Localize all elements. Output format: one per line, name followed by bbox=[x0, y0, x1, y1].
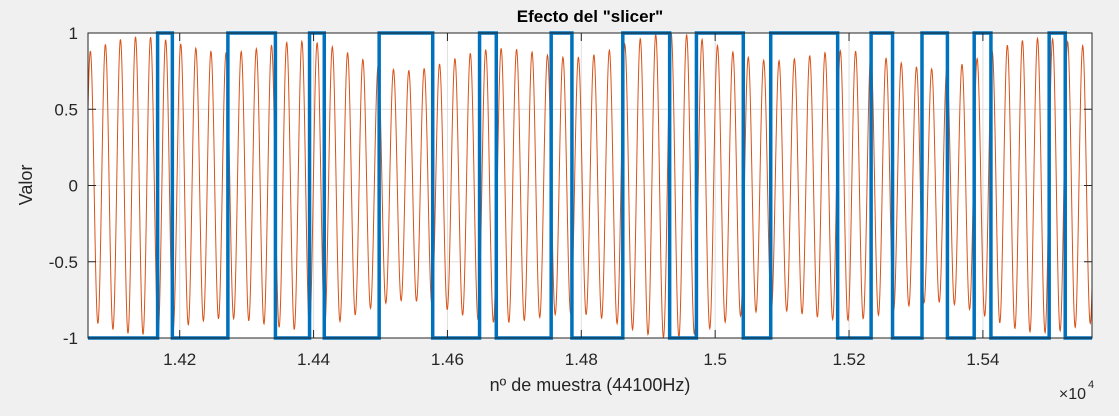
x-tick-label: 1.5 bbox=[703, 350, 727, 369]
x-tick-label: 1.44 bbox=[297, 350, 330, 369]
y-tick-label: 0.5 bbox=[54, 100, 78, 119]
y-tick-label: -1 bbox=[63, 329, 78, 348]
y-axis-label: Valor bbox=[16, 165, 36, 206]
x-tick-label: 1.48 bbox=[565, 350, 598, 369]
x-tick-label: 1.42 bbox=[163, 350, 196, 369]
signal-line bbox=[87, 32, 1093, 339]
chart-title: Efecto del "slicer" bbox=[517, 7, 664, 26]
x-exponent-label: ×10 bbox=[1059, 386, 1086, 403]
x-tick-label: 1.46 bbox=[431, 350, 464, 369]
y-tick-label: 0 bbox=[69, 177, 78, 196]
x-tick-label: 1.54 bbox=[966, 350, 999, 369]
y-tick-label: 1 bbox=[69, 24, 78, 43]
y-tick-label: -0.5 bbox=[49, 253, 78, 272]
ticks: 1.42 1.44 1.46 1.48 1.5 1.52 1.54 1 0.5 0 -0.5 -1 bbox=[49, 24, 1092, 369]
x-exponent-power: 4 bbox=[1088, 379, 1094, 391]
x-axis-label: nº de muestra (44100Hz) bbox=[490, 375, 691, 395]
x-tick-label: 1.52 bbox=[832, 350, 865, 369]
